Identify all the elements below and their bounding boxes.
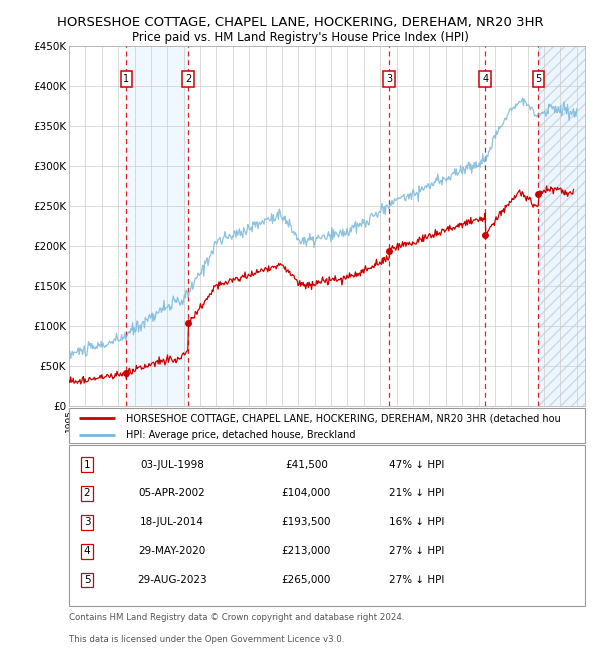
Bar [127,46,188,406]
Text: HPI: Average price, detached house, Breckland: HPI: Average price, detached house, Brec… [126,430,355,439]
Text: 1: 1 [123,74,130,84]
Text: 2: 2 [185,74,191,84]
Text: £265,000: £265,000 [281,575,331,585]
FancyBboxPatch shape [69,408,585,443]
Text: 18-JUL-2014: 18-JUL-2014 [140,517,204,527]
Text: 5: 5 [535,74,542,84]
Text: £213,000: £213,000 [281,546,331,556]
Text: 5: 5 [84,575,91,585]
Text: 4: 4 [482,74,488,84]
Text: Price paid vs. HM Land Registry's House Price Index (HPI): Price paid vs. HM Land Registry's House … [131,31,469,44]
Text: 27% ↓ HPI: 27% ↓ HPI [389,546,444,556]
Text: 2: 2 [84,488,91,499]
Text: £193,500: £193,500 [281,517,331,527]
Text: 4: 4 [84,546,91,556]
Text: 3: 3 [84,517,91,527]
Text: 3: 3 [386,74,392,84]
Text: 29-AUG-2023: 29-AUG-2023 [137,575,207,585]
Text: HORSESHOE COTTAGE, CHAPEL LANE, HOCKERING, DEREHAM, NR20 3HR (detached hou: HORSESHOE COTTAGE, CHAPEL LANE, HOCKERIN… [126,413,560,423]
Text: 21% ↓ HPI: 21% ↓ HPI [389,488,444,499]
Text: Contains HM Land Registry data © Crown copyright and database right 2024.: Contains HM Land Registry data © Crown c… [69,613,404,622]
Text: 29-MAY-2020: 29-MAY-2020 [139,546,206,556]
Text: 27% ↓ HPI: 27% ↓ HPI [389,575,444,585]
Text: 03-JUL-1998: 03-JUL-1998 [140,460,204,469]
Text: £41,500: £41,500 [285,460,328,469]
FancyBboxPatch shape [69,445,585,606]
Text: HORSESHOE COTTAGE, CHAPEL LANE, HOCKERING, DEREHAM, NR20 3HR: HORSESHOE COTTAGE, CHAPEL LANE, HOCKERIN… [56,16,544,29]
Text: 05-APR-2002: 05-APR-2002 [139,488,206,499]
Bar [538,46,585,406]
Text: 47% ↓ HPI: 47% ↓ HPI [389,460,444,469]
Text: 16% ↓ HPI: 16% ↓ HPI [389,517,444,527]
Text: 1: 1 [84,460,91,469]
Text: £104,000: £104,000 [282,488,331,499]
Text: This data is licensed under the Open Government Licence v3.0.: This data is licensed under the Open Gov… [69,634,344,644]
